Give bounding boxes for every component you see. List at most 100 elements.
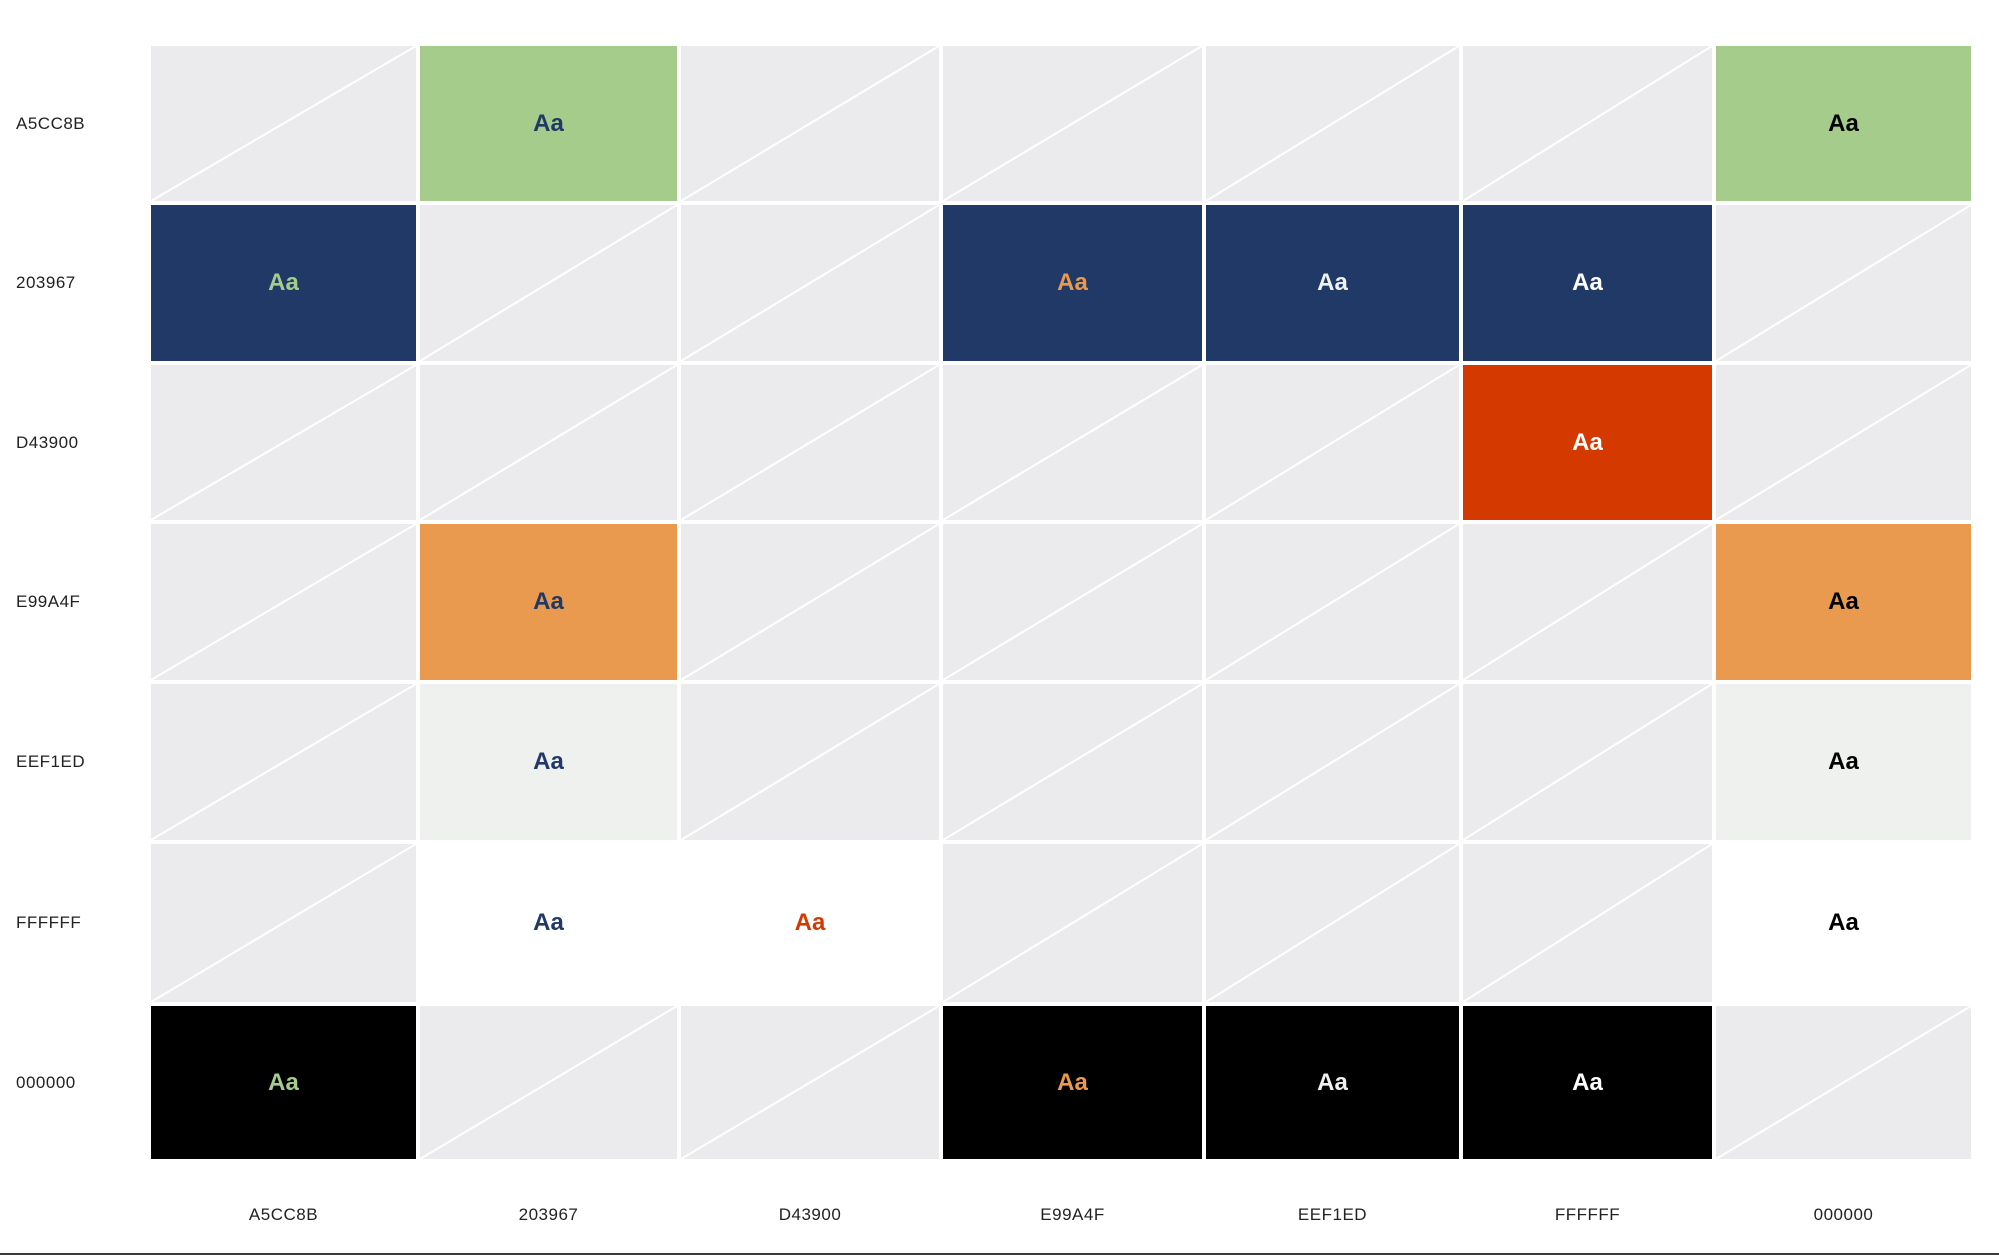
empty-cell [420, 205, 677, 361]
contrast-cell: Aa [943, 205, 1202, 361]
column-label: 203967 [518, 1205, 579, 1224]
contrast-cell: Aa [943, 1006, 1202, 1159]
diagonal-slash [151, 365, 416, 520]
diagonal-slash [151, 524, 416, 680]
row-label: E99A4F [16, 592, 81, 611]
diagonal-slash [1716, 365, 1971, 520]
row-label: 000000 [16, 1072, 76, 1092]
empty-cell [1463, 46, 1712, 201]
diagonal-slash [420, 205, 677, 361]
column-label: EEF1ED [1297, 1205, 1368, 1224]
diagonal-slash [1463, 684, 1712, 840]
contrast-cell: Aa [681, 844, 939, 1002]
contrast-cell: Aa [151, 205, 416, 361]
empty-cell [151, 524, 416, 680]
bottom-divider [0, 1253, 1999, 1255]
diagonal-slash [151, 684, 416, 840]
column-label: E99A4F [1040, 1205, 1105, 1224]
diagonal-slash [420, 1006, 677, 1159]
empty-cell [151, 365, 416, 520]
empty-cell [681, 365, 939, 520]
contrast-cell: Aa [1716, 524, 1971, 680]
row-label: D43900 [16, 432, 79, 452]
sample-text: Aa [268, 1068, 299, 1096]
contrast-cell: Aa [1463, 1006, 1712, 1159]
contrast-cell: Aa [151, 1006, 416, 1159]
empty-cell [943, 524, 1202, 680]
sample-text: Aa [1317, 269, 1348, 296]
row-label: FFFFFF [16, 913, 82, 932]
column-label: A5CC8B [248, 1205, 319, 1224]
contrast-cell: Aa [1716, 844, 1971, 1002]
empty-cell [681, 684, 939, 840]
empty-cell [943, 684, 1202, 840]
contrast-cell: Aa [420, 524, 677, 680]
sample-text: Aa [1572, 269, 1603, 296]
empty-cell [1716, 1006, 1971, 1159]
diagonal-slash [151, 46, 416, 201]
empty-cell [151, 46, 416, 201]
empty-cell [943, 46, 1202, 201]
diagonal-slash [1206, 524, 1459, 680]
empty-cell [681, 524, 939, 680]
diagonal-slash [943, 844, 1202, 1002]
sample-text: Aa [533, 909, 564, 936]
diagonal-slash [681, 365, 939, 520]
contrast-cell: Aa [1206, 205, 1459, 361]
diagonal-slash [943, 684, 1202, 840]
contrast-cell: Aa [1463, 205, 1712, 361]
empty-cell [1716, 205, 1971, 361]
sample-text: Aa [1317, 1068, 1348, 1096]
sample-text: Aa [268, 269, 299, 296]
sample-text: Aa [1828, 588, 1859, 615]
diagonal-slash [1463, 46, 1712, 201]
row-label: A5CC8B [16, 113, 86, 133]
empty-cell [1716, 365, 1971, 520]
empty-cell [420, 365, 677, 520]
contrast-cell: Aa [1206, 1006, 1459, 1159]
diagonal-slash [1206, 46, 1459, 201]
diagonal-slash [1206, 684, 1459, 840]
empty-cell [681, 46, 939, 201]
contrast-cell: Aa [420, 844, 677, 1002]
empty-cell [1463, 524, 1712, 680]
row-label: EEF1ED [16, 752, 86, 771]
contrast-cell: Aa [420, 684, 677, 840]
empty-cell [681, 205, 939, 361]
diagonal-slash [681, 524, 939, 680]
column-label: D43900 [778, 1205, 842, 1224]
sample-text: Aa [1057, 1068, 1088, 1096]
sample-text: Aa [533, 588, 564, 615]
sample-text: Aa [1572, 1068, 1603, 1096]
diagonal-slash [1463, 524, 1712, 680]
sample-text: Aa [1828, 109, 1859, 137]
diagonal-slash [1206, 844, 1459, 1002]
diagonal-slash [681, 684, 939, 840]
contrast-cell: Aa [420, 46, 677, 201]
empty-cell [151, 684, 416, 840]
diagonal-slash [943, 524, 1202, 680]
diagonal-slash [1716, 1006, 1971, 1159]
empty-cell [943, 365, 1202, 520]
sample-text: Aa [1828, 909, 1859, 936]
column-label: 000000 [1813, 1205, 1874, 1224]
diagonal-slash [1463, 844, 1712, 1002]
diagonal-slash [681, 46, 939, 201]
empty-cell [1206, 524, 1459, 680]
empty-cell [1463, 684, 1712, 840]
sample-text: Aa [533, 748, 564, 775]
empty-cell [1206, 365, 1459, 520]
empty-cell [1206, 46, 1459, 201]
diagonal-slash [681, 205, 939, 361]
diagonal-slash [1206, 365, 1459, 520]
empty-cell [681, 1006, 939, 1159]
sample-text: Aa [1572, 428, 1603, 456]
row-label: 203967 [16, 273, 76, 292]
sample-text: Aa [794, 909, 826, 936]
diagonal-slash [943, 46, 1202, 201]
sample-text: Aa [1057, 269, 1088, 296]
empty-cell [1463, 844, 1712, 1002]
column-label: FFFFFF [1554, 1205, 1621, 1224]
empty-cell [151, 844, 416, 1002]
